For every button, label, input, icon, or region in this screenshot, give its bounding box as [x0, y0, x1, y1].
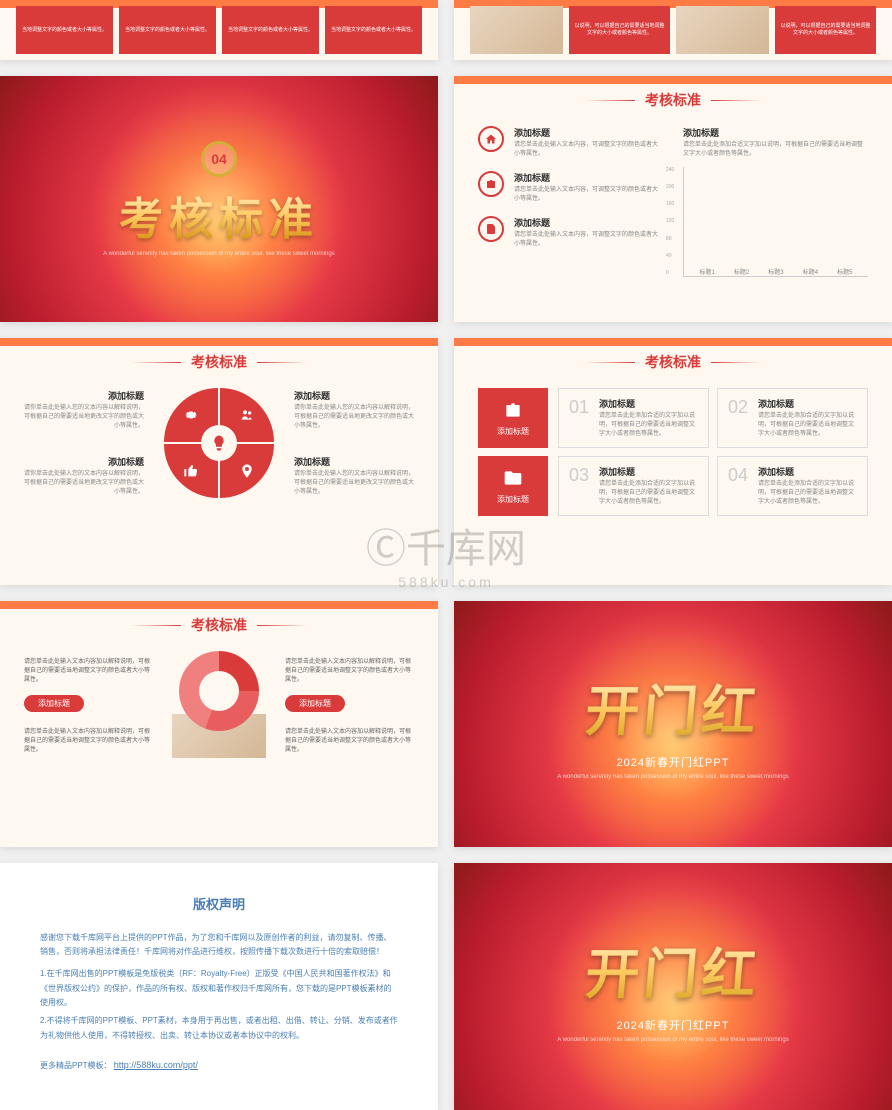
section-subtitle: A wonderful serenity has taken possessio…: [103, 251, 334, 257]
content-slide-numbered: 考核标准 添加标题 添加标题 01添加标题请您单击此处添加合适的文字加以说明，可…: [454, 338, 892, 584]
section-number: 04: [201, 141, 237, 177]
num-box: 01添加标题请您单击此处添加合适的文字加以说明，可根据自己的需要适当地调整文字大…: [558, 388, 709, 448]
num-box: 03添加标题请您单击此处添加合适的文字加以说明，可根据自己的需要适当地调整文字大…: [558, 456, 709, 516]
hero-title: 开门红: [583, 667, 764, 746]
hero-slide: 开门红 2024新春开门红PPT A wonderful serenity ha…: [454, 601, 892, 847]
copyright-text: 1.在千库网出售的PPT模板是免版税类（RF：Royalty-Free）正版受《…: [40, 967, 398, 1010]
quad-diagram: [164, 388, 274, 498]
slide-title: 考核标准: [645, 90, 701, 110]
copyright-text: 2.不得将千库网的PPT模板、PPT素材，本身用于再出售，或者出租、出借、转让、…: [40, 1014, 398, 1043]
slide-title: 考核标准: [191, 352, 247, 372]
hero-year: 2024新春开门红PPT: [617, 754, 730, 770]
hero-title: 开门红: [583, 930, 764, 1009]
bulb-icon: [201, 425, 237, 461]
briefcase-icon: [478, 171, 504, 197]
icon-item: 添加标题请您单击此处输入文本内容，可调整文字的颜色或者大小等属性。: [478, 171, 663, 204]
copyright-slide: 版权声明 感谢您下载千库网平台上提供的PPT作品，为了您和千库网以及原创作者的利…: [0, 863, 438, 1109]
folder-icon: [503, 468, 523, 488]
document-icon: [478, 216, 504, 242]
hero-subtitle: A wonderful serenity has taken possessio…: [557, 774, 788, 780]
partial-slide-left: 当地调整文字的颜色或者大小等属性。 当地调整文字的颜色或者大小等属性。 当地调整…: [0, 0, 438, 60]
copyright-text: 感谢您下载千库网平台上提供的PPT作品，为了您和千库网以及原创作者的利益，请勿复…: [40, 931, 398, 960]
num-box: 04添加标题请您单击此处添加合适的文字加以说明，可根据自己的需要适当地调整文字大…: [717, 456, 868, 516]
red-box: 添加标题: [478, 456, 548, 516]
house-icon: [478, 126, 504, 152]
section-title: 考核标准: [119, 183, 319, 247]
slide-title: 考核标准: [191, 615, 247, 635]
hero-subtitle: A wonderful serenity has taken possessio…: [557, 1037, 788, 1043]
icon-item: 添加标题请您单击此处输入文本内容，可调整文字的颜色或者大小等属性。: [478, 216, 663, 249]
briefcase-icon: [503, 400, 523, 420]
partial-slide-right: 以说明，可以根据自己的需要适当地调整文字的大小或者颜色等属性。 以说明，可以根据…: [454, 0, 892, 60]
icon-item: 添加标题请您单击此处输入文本内容，可调整文字的颜色或者大小等属性。: [478, 126, 663, 159]
section-title-slide: 04 考核标准 A wonderful serenity has taken p…: [0, 76, 438, 322]
content-slide-chart: 考核标准 添加标题请您单击此处输入文本内容，可调整文字的颜色或者大小等属性。 添…: [454, 76, 892, 322]
pill-label: 添加标题: [285, 695, 345, 712]
hero-year: 2024新春开门红PPT: [617, 1017, 730, 1033]
chart-heading: 添加标题: [683, 126, 868, 139]
hero-slide: 开门红 2024新春开门红PPT A wonderful serenity ha…: [454, 863, 892, 1109]
bar-chart: 240 200 160 120 80 40 0 标题1 标题2 标题3 标题4 …: [683, 167, 868, 277]
copyright-link[interactable]: http://588ku.com/ppt/: [114, 1060, 198, 1070]
num-box: 02添加标题请您单击此处添加合适的文字加以说明，可根据自己的需要适当地调整文字大…: [717, 388, 868, 448]
red-box: 添加标题: [478, 388, 548, 448]
content-slide-donut: 考核标准 请您单击此处输入文本内容加以解释说明，可根据自己的需要适当地调整文字的…: [0, 601, 438, 847]
copyright-title: 版权声明: [40, 893, 398, 916]
slide-title: 考核标准: [645, 352, 701, 372]
donut-chart: [179, 651, 259, 731]
pill-label: 添加标题: [24, 695, 84, 712]
copyright-link-label: 更多精品PPT模板：: [40, 1061, 112, 1070]
content-slide-quad: 考核标准 添加标题请你单击此处输入您的文本内容以解释说明，可根据自己的需要适当地…: [0, 338, 438, 584]
